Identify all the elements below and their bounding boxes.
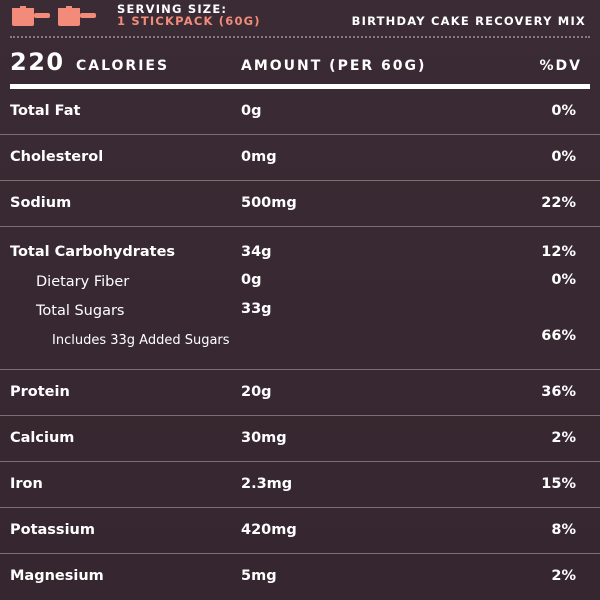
- nutrient-dv: 2%: [551, 430, 576, 446]
- nutrient-dv: 0%: [551, 103, 576, 119]
- nutrient-row-cholesterol: Cholesterol 0mg 0%: [0, 135, 600, 181]
- nutrient-amount: 0g: [241, 103, 262, 119]
- nutrient-amount: 20g: [241, 384, 272, 400]
- calories-label: CALORIES: [76, 58, 170, 74]
- nutrient-amount: 0mg: [241, 149, 277, 165]
- nutrient-dv: 15%: [541, 476, 576, 492]
- scoop-icon: [12, 6, 50, 26]
- nutrient-row-total-fat: Total Fat 0g 0%: [0, 89, 600, 135]
- nutrient-name: Magnesium: [10, 568, 104, 584]
- scoop-icon: [58, 6, 96, 26]
- dv-header: %DV: [539, 58, 582, 74]
- nutrient-row-total-carbohydrates: Total Carbohydrates 34g 12% Dietary Fibe…: [0, 227, 600, 370]
- nutrient-amount: 5mg: [241, 568, 277, 584]
- nutrient-row-calcium: Calcium 30mg 2%: [0, 416, 600, 462]
- calories-value: 220: [10, 48, 65, 76]
- nutrient-amount: 30mg: [241, 430, 287, 446]
- calories-row: 220 CALORIES AMOUNT (PER 60G) %DV: [0, 46, 600, 84]
- nutrient-name: Cholesterol: [10, 149, 104, 165]
- nutrient-dv: 2%: [551, 568, 576, 584]
- serving-size-label: SERVING SIZE:: [117, 2, 228, 16]
- serving-size-value: 1 STICKPACK (60G): [117, 14, 261, 28]
- nutrient-name: Sodium: [10, 195, 72, 211]
- nutrient-amount: 34g: [241, 244, 272, 260]
- nutrient-row-sodium: Sodium 500mg 22%: [0, 181, 600, 227]
- nutrient-name: Potassium: [10, 522, 95, 538]
- nutrient-row-potassium: Potassium 420mg 8%: [0, 508, 600, 554]
- dotted-divider: [10, 36, 590, 38]
- sub-nutrient-amount: 33g: [241, 301, 272, 317]
- nutrient-name: Iron: [10, 476, 43, 492]
- added-sugars-dv: 66%: [541, 328, 576, 344]
- nutrient-dv: 22%: [541, 195, 576, 211]
- added-sugars-name: Includes 33g Added Sugars: [52, 333, 230, 348]
- sub-nutrient-amount: 0g: [241, 272, 262, 288]
- nutrient-name: Total Fat: [10, 103, 81, 119]
- nutrient-name: Total Carbohydrates: [10, 244, 176, 260]
- nutrient-amount: 420mg: [241, 522, 297, 538]
- nutrient-dv: 0%: [551, 149, 576, 165]
- nutrient-name: Protein: [10, 384, 70, 400]
- thick-divider: [10, 84, 590, 89]
- nutrient-row-protein: Protein 20g 36%: [0, 370, 600, 416]
- nutrient-dv: 36%: [541, 384, 576, 400]
- nutrient-amount: 500mg: [241, 195, 297, 211]
- sub-nutrient-dv: 0%: [551, 272, 576, 288]
- sub-nutrient-name-total-sugars: Total Sugars: [36, 303, 125, 319]
- amount-header: AMOUNT (PER 60G): [241, 58, 427, 74]
- nutrient-row-iron: Iron 2.3mg 15%: [0, 462, 600, 508]
- nutrient-row-magnesium: Magnesium 5mg 2%: [0, 554, 600, 599]
- nutrient-name: Calcium: [10, 430, 75, 446]
- nutrient-amount: 2.3mg: [241, 476, 293, 492]
- nutrient-dv: 8%: [551, 522, 576, 538]
- sub-nutrient-name-dietary-fiber: Dietary Fiber: [36, 274, 130, 290]
- nutrient-dv: 12%: [541, 244, 576, 260]
- product-name: BIRTHDAY CAKE RECOVERY MIX: [351, 14, 586, 28]
- nutrient-table: Total Fat 0g 0% Cholesterol 0mg 0% Sodiu…: [0, 89, 600, 599]
- header: SERVING SIZE: 1 STICKPACK (60G) BIRTHDAY…: [0, 0, 600, 48]
